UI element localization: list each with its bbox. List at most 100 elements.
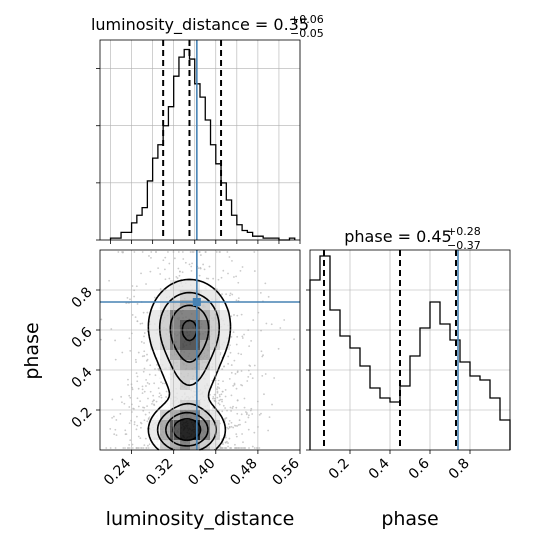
scatter-point bbox=[230, 315, 233, 318]
scatter-point bbox=[177, 267, 180, 270]
scatter-point bbox=[133, 423, 136, 426]
scatter-point bbox=[139, 322, 142, 325]
density-cell bbox=[180, 370, 190, 380]
scatter-point bbox=[136, 380, 139, 383]
density-cell bbox=[150, 330, 160, 340]
density-cell bbox=[190, 370, 200, 380]
scatter-point bbox=[246, 380, 249, 382]
scatter-point bbox=[153, 399, 155, 402]
scatter-point bbox=[234, 443, 236, 446]
scatter-point bbox=[235, 299, 238, 302]
scatter-point bbox=[251, 413, 254, 415]
scatter-point bbox=[128, 447, 131, 449]
scatter-point bbox=[232, 405, 234, 408]
scatter-point bbox=[225, 293, 228, 296]
scatter-point bbox=[277, 347, 280, 350]
scatter-point bbox=[143, 390, 146, 393]
scatter-point bbox=[178, 274, 181, 277]
scatter-point bbox=[230, 425, 233, 428]
scatter-point bbox=[234, 372, 237, 375]
scatter-point bbox=[139, 437, 142, 440]
scatter-point bbox=[140, 426, 142, 429]
scatter-point bbox=[217, 278, 220, 281]
panel-2-title-sup: +0.28 bbox=[447, 225, 481, 238]
axes-frame bbox=[99, 249, 301, 451]
scatter-point bbox=[140, 272, 142, 275]
scatter-point bbox=[247, 416, 250, 419]
scatter-point bbox=[228, 256, 231, 258]
density-cell bbox=[200, 290, 210, 300]
scatter-point bbox=[236, 425, 239, 427]
scatter-point bbox=[146, 381, 149, 384]
scatter-point bbox=[237, 424, 240, 426]
scatter-point bbox=[131, 285, 134, 287]
scatter-point bbox=[264, 282, 267, 285]
scatter-point bbox=[218, 393, 221, 396]
density-cell bbox=[210, 370, 220, 380]
scatter-point bbox=[131, 314, 134, 316]
panel-joint-contour: 0.24 0.32 0.40 0.48 0.56 0.2 0.4 0.6 0.8 bbox=[69, 249, 303, 489]
scatter-point bbox=[256, 447, 259, 449]
scatter-point bbox=[167, 251, 169, 253]
scatter-point bbox=[250, 340, 253, 342]
scatter-point bbox=[242, 447, 245, 449]
scatter-point bbox=[175, 275, 178, 278]
scatter-point bbox=[237, 297, 240, 300]
scatter-point bbox=[230, 364, 233, 366]
density-cell bbox=[210, 440, 220, 450]
panel-1-title-label: luminosity_distance = 0.35 bbox=[91, 15, 309, 35]
scatter-point bbox=[182, 258, 185, 260]
scatter-point bbox=[253, 251, 256, 253]
scatter-point bbox=[239, 423, 241, 426]
scatter-point bbox=[131, 388, 134, 391]
scatter-point bbox=[126, 296, 129, 299]
density-cell bbox=[160, 310, 170, 320]
density-cell bbox=[200, 320, 210, 330]
scatter-point bbox=[122, 447, 125, 449]
scatter-point bbox=[240, 413, 243, 416]
scatter-point bbox=[168, 277, 171, 280]
scatter-point bbox=[111, 416, 114, 419]
density-cell bbox=[200, 370, 210, 380]
scatter-point bbox=[253, 431, 256, 434]
scatter-point bbox=[165, 396, 168, 398]
scatter-point bbox=[137, 405, 140, 408]
scatter-point bbox=[250, 407, 253, 410]
scatter-point bbox=[159, 288, 162, 290]
scatter-point bbox=[135, 372, 138, 375]
scatter-point bbox=[222, 380, 224, 383]
scatter-point bbox=[136, 375, 139, 378]
scatter-point bbox=[205, 277, 208, 280]
scatter-point bbox=[189, 251, 192, 253]
density-cell bbox=[180, 430, 190, 440]
scatter-point bbox=[235, 275, 238, 278]
scatter-point bbox=[236, 399, 239, 402]
scatter-point bbox=[221, 447, 223, 449]
scatter-point bbox=[215, 251, 218, 253]
scatter-point bbox=[143, 444, 146, 447]
scatter-point bbox=[203, 268, 206, 271]
density-cell bbox=[180, 380, 190, 390]
scatter-point bbox=[144, 413, 147, 416]
scatter-point bbox=[230, 394, 233, 397]
scatter-point bbox=[143, 332, 146, 334]
density-cell bbox=[160, 370, 170, 380]
density-cell bbox=[170, 440, 180, 450]
scatter-point bbox=[249, 373, 252, 375]
scatter-point bbox=[260, 412, 262, 415]
scatter-point bbox=[149, 270, 152, 273]
density-cell bbox=[170, 400, 180, 410]
scatter-point bbox=[231, 259, 233, 262]
scatter-point bbox=[128, 394, 131, 397]
scatter-point bbox=[212, 407, 215, 409]
panel-1-title: luminosity_distance = 0.35 bbox=[91, 15, 309, 35]
scatter-point bbox=[237, 281, 240, 284]
scatter-point bbox=[222, 404, 225, 407]
scatter-point bbox=[112, 415, 115, 418]
density-cell bbox=[200, 330, 210, 340]
contour-line bbox=[147, 278, 232, 451]
scatter-point bbox=[258, 447, 261, 449]
scatter-point bbox=[145, 385, 147, 387]
scatter-point bbox=[279, 327, 282, 329]
